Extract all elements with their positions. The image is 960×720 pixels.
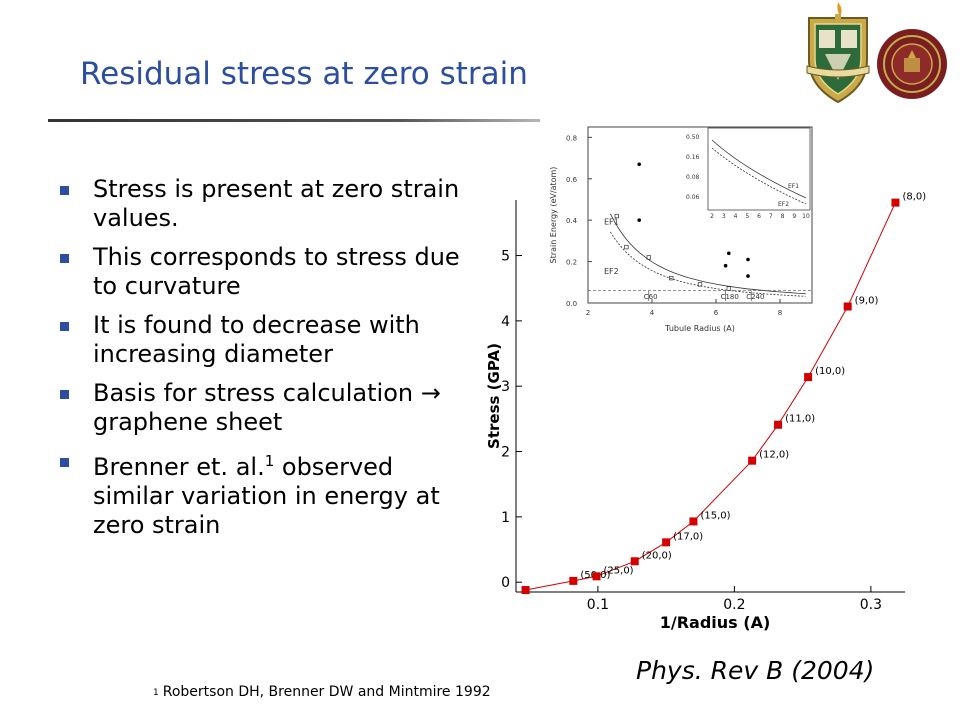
bullet-item: Basis for stress calculation → graphene … [60,379,470,437]
bullet-item: Stress is present at zero strain values. [60,175,470,233]
inner-inset-curve-label: EF1 [788,183,799,190]
data-point-label: (20,0) [642,550,672,561]
y-tick-label: 0 [501,575,510,591]
inset-x-tick-label: 8 [778,309,782,317]
data-point-label: (10,0) [815,366,845,377]
data-point [592,572,601,581]
data-point [774,420,783,429]
inset-filled-point [723,263,728,268]
data-point-label: (15,0) [700,510,730,521]
x-tick-label: 0.3 [860,597,882,613]
footnote: 1 Robertson DH, Brenner DW and Mintmire 1… [153,684,491,700]
citation: Phys. Rev B (2004) [636,656,875,685]
inset-frame [587,126,813,304]
data-point [521,586,530,595]
arrow-right-icon: → [420,379,441,407]
bullet-item: This corresponds to stress due to curvat… [60,243,470,301]
x-tick-label: 0.2 [723,597,745,613]
inner-inset-x-tick-label: 5 [745,213,749,220]
inset-y-axis-label: Strain Energy (eV/atom) [549,167,558,264]
data-point-label: (17,0) [673,531,703,542]
inset-y-tick-label: 0.6 [566,176,578,184]
inset-open-point [614,213,619,219]
inset-x-tick-label: 2 [586,309,590,317]
inner-inset-curve-ef2 [711,147,807,205]
data-point-label: (25,0) [604,565,634,576]
strain-energy-inset-chart: 0.0 0.2 0.4 0.6 0.8 2 4 6 8 Tubule Radius (A) Stra… [540,118,815,340]
inner-inset-y-tick-label: 0.50 [686,134,700,141]
inset-open-point [646,255,651,260]
inset-marker-label: C60 [644,293,658,301]
inner-inset-y-tick-label: 0.16 [686,154,700,161]
data-point [689,517,698,526]
footnote-marker: 1 [264,452,275,470]
inset-x-axis-label: Tubule Radius (A) [664,324,735,333]
data-point-label: (9,0) [855,295,879,306]
data-point [891,198,900,207]
data-point [569,576,578,585]
inset-open-point [669,276,674,281]
inner-inset-x-tick-label: 7 [769,213,773,220]
inner-inset-y-tick-label: 0.06 [686,194,700,201]
data-point [630,557,639,566]
data-point-label: (11,0) [785,414,815,425]
inner-inset-x-tick-label: 6 [757,213,761,220]
data-point [662,538,671,547]
inset-y-tick-label: 0.0 [566,300,577,308]
inset-filled-point [746,257,750,262]
inset-curve-label: EF2 [604,267,619,276]
inner-inset-x-tick-label: 9 [792,213,796,220]
inner-inset-curve-label: EF2 [778,201,789,208]
slide-title: Residual stress at zero strain [80,56,528,92]
data-point-label: (8,0) [902,192,926,203]
inset-curve-ef2 [610,231,806,297]
inset-curve-label: EF1 [604,217,619,226]
inset-x-tick-label: 4 [650,309,655,317]
inset-y-tick-label: 0.8 [566,134,577,142]
inset-curve-ef1 [610,213,806,295]
inset-filled-point [746,274,750,278]
inner-inset-x-tick-label: 3 [722,213,726,220]
y-tick-label: 1 [501,510,510,526]
x-axis-label: 1/Radius (A) [660,613,771,632]
main-chart-axes: 0123450.10.20.3(50,0)(25,0)(20,0)(17,0)(… [501,192,926,613]
y-axis-label: Stress (GPA) [485,343,503,449]
inner-inset-x-tick-label: 8 [781,213,785,220]
x-tick-label: 0.1 [587,597,609,613]
inset-filled-point [637,162,641,167]
inset-x-tick-label: 6 [714,309,719,317]
inset-y-tick-label: 0.4 [566,217,578,225]
inset-open-point [697,282,703,287]
data-point [804,373,813,382]
data-point [748,456,757,465]
data-point [843,302,852,311]
florida-state-university-seal-icon [877,29,947,99]
inset-filled-point [727,251,731,256]
inner-inset-x-tick-label: 2 [710,213,714,220]
inset-marker-label: C240 [746,293,764,301]
inset-filled-point [637,218,641,222]
y-tick-label: 5 [501,249,510,265]
y-tick-label: 3 [501,379,510,395]
inner-inset-frame [707,127,811,211]
bullet-item: Brenner et. al.1 observed similar variat… [60,447,470,540]
inner-inset-curve-ef1 [711,139,807,199]
y-tick-label: 4 [501,314,510,330]
bullet-item: It is found to decrease with increasing … [60,311,470,369]
inner-inset-x-tick-label: 10 [802,213,810,220]
inner-inset-y-tick-label: 0.08 [686,174,700,181]
inset-marker-label: C180 [721,293,739,301]
inset-y-tick-label: 0.2 [566,259,577,267]
inset-open-point [624,244,629,250]
data-point-label: (12,0) [759,450,789,461]
y-tick-label: 2 [501,445,510,461]
inner-inset-x-tick-label: 4 [734,213,738,220]
title-underline [48,119,548,122]
university-crest-icon [806,2,870,104]
bullet-list: Stress is present at zero strain values.… [60,175,470,550]
